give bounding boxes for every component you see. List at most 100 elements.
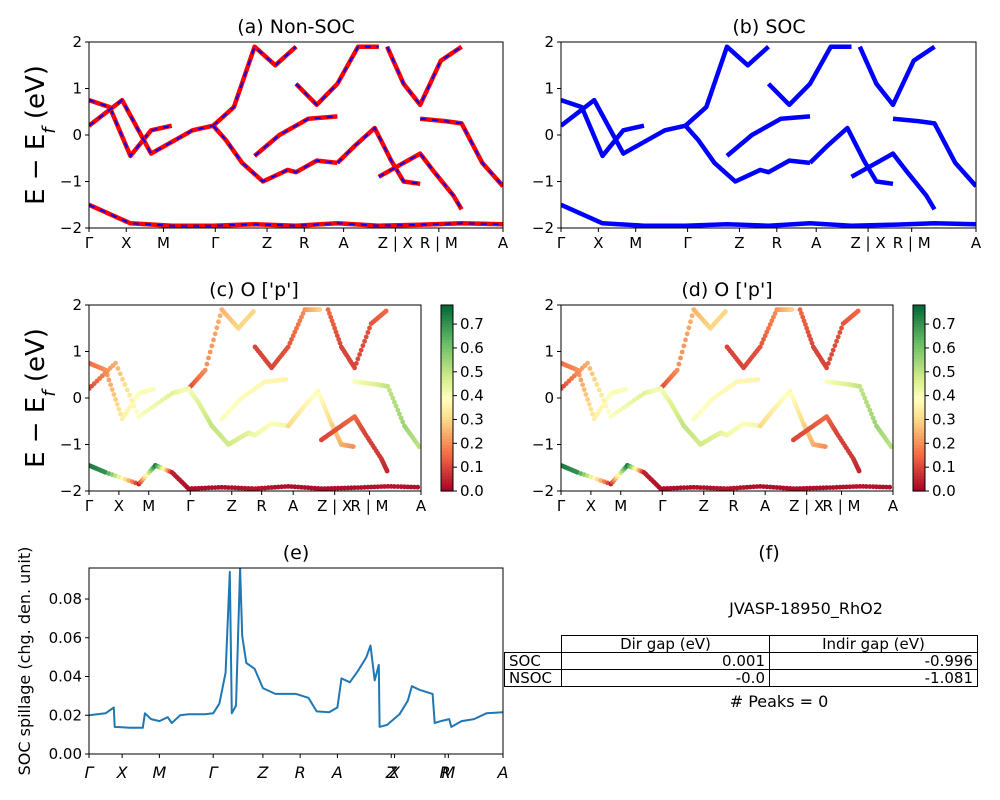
- x-tick-label: A: [760, 497, 771, 515]
- band-point: [855, 308, 861, 314]
- colorbar-segment: [441, 323, 453, 328]
- gap-table-row-label: NSOC: [504, 669, 562, 687]
- colorbar-segment: [441, 401, 453, 405]
- band-point: [383, 308, 389, 314]
- band-point: [870, 415, 876, 421]
- colorbar-segment: [441, 348, 453, 353]
- colorbar-segment: [441, 413, 453, 418]
- band-point: [678, 355, 683, 361]
- x-tick-label: Z: [385, 763, 398, 782]
- band-point: [275, 484, 281, 490]
- band-point: [581, 387, 587, 392]
- band-ylabel-top: E − Ef (eV): [21, 65, 60, 205]
- band-line-dashed: [212, 125, 338, 183]
- colorbar-segment: [913, 382, 925, 387]
- band-line: [377, 151, 464, 211]
- band-point: [825, 361, 831, 366]
- band-point: [108, 382, 113, 388]
- band-point: [689, 313, 695, 319]
- band-line: [335, 125, 421, 187]
- band-point: [358, 347, 364, 353]
- y-tick-label: 0: [72, 389, 82, 407]
- colorbar-tick-label: 0.6: [932, 339, 956, 357]
- colorbar-segment: [913, 463, 925, 467]
- x-tick-label: M: [614, 497, 627, 515]
- band-point: [357, 352, 362, 357]
- band-point: [578, 377, 584, 383]
- colorbar-segment: [913, 360, 925, 365]
- panel-d-title: (d) O ['p']: [681, 279, 772, 301]
- gap-table-corner: [505, 636, 562, 653]
- x-tick-label: Γ: [683, 234, 692, 252]
- colorbar-segment: [913, 345, 925, 349]
- colorbar-segment: [913, 460, 925, 464]
- band-line-dashed: [89, 98, 214, 155]
- band-point: [292, 329, 298, 335]
- band-point: [799, 311, 804, 316]
- band-line: [561, 202, 976, 228]
- colorbar-segment: [441, 444, 453, 449]
- band-point: [352, 365, 357, 371]
- gap-table-cell-indir: -1.081: [769, 669, 978, 687]
- colorbar-tick-label: 0.1: [932, 458, 956, 476]
- colorbar-segment: [441, 450, 453, 455]
- x-tick-label: A: [288, 497, 299, 515]
- y-tick-label: 1: [72, 343, 82, 361]
- y-tick-label: −2: [532, 219, 554, 237]
- colorbar-tick-label: 0.2: [460, 434, 484, 452]
- band-point: [143, 409, 148, 415]
- x-tick-label: Γ: [209, 763, 219, 782]
- band-point: [857, 384, 863, 389]
- panel-c-frame: [88, 304, 422, 492]
- band-point: [387, 387, 392, 393]
- band-point: [131, 403, 137, 409]
- band-point: [761, 337, 766, 342]
- band-point: [603, 403, 609, 409]
- panel-b-plot: [561, 44, 976, 228]
- colorbar-tick-label: 0.0: [932, 482, 956, 500]
- panel-e-plot: [89, 568, 503, 729]
- colorbar-segment: [441, 407, 453, 411]
- x-tick-label: R | M: [893, 234, 931, 252]
- band-point: [698, 485, 703, 490]
- colorbar-segment: [441, 373, 453, 377]
- band-point: [586, 401, 592, 407]
- band-point: [800, 314, 806, 320]
- x-tick-label: Z | X: [789, 497, 824, 515]
- band-point: [683, 337, 688, 343]
- gap-table-header-row: Dir gap (eV) Indir gap (eV): [505, 635, 978, 653]
- band-point: [606, 408, 611, 414]
- x-tick-label: Γ: [557, 497, 566, 515]
- band-point: [615, 409, 620, 415]
- colorbar-segment: [913, 391, 925, 396]
- panel-a-nonsoc-bands: (a) Non-SOC 2 1 0 −1 −2 Γ X M Γ Z R A Z | X R | M A: [60, 16, 509, 252]
- y-tick-label: 1: [72, 80, 82, 98]
- colorbar-segment: [441, 398, 453, 402]
- panel-b-soc-bands: (b) SOC 2 1 0 −1 −2 Γ X M Γ Z R A Z | X R | M A: [532, 16, 982, 252]
- band-point: [887, 484, 893, 490]
- band-point: [350, 444, 356, 449]
- band-point: [769, 318, 775, 324]
- colorbar-segment: [913, 444, 925, 449]
- band-point: [834, 338, 839, 344]
- colorbar-segment: [913, 410, 925, 415]
- x-tick-label: X: [593, 234, 603, 252]
- x-tick-label: X: [586, 497, 596, 515]
- band-point: [134, 408, 139, 414]
- colorbar-segment: [441, 382, 453, 387]
- gap-table-header-indir: Indir gap (eV): [769, 635, 978, 653]
- colorbar-segment: [441, 435, 453, 439]
- colorbar-tick-label: 0.6: [460, 339, 484, 357]
- colorbar-segment: [913, 342, 925, 346]
- colorbar-segment: [441, 336, 453, 340]
- colorbar-segment: [913, 416, 925, 421]
- x-tick-label: Γ: [85, 497, 94, 515]
- band-point: [631, 397, 637, 403]
- colorbar-segment: [441, 357, 453, 362]
- band-line: [211, 44, 298, 128]
- colorbar-segment: [913, 453, 925, 458]
- x-tick-label: M: [629, 234, 642, 252]
- colorbar-segment: [441, 425, 453, 430]
